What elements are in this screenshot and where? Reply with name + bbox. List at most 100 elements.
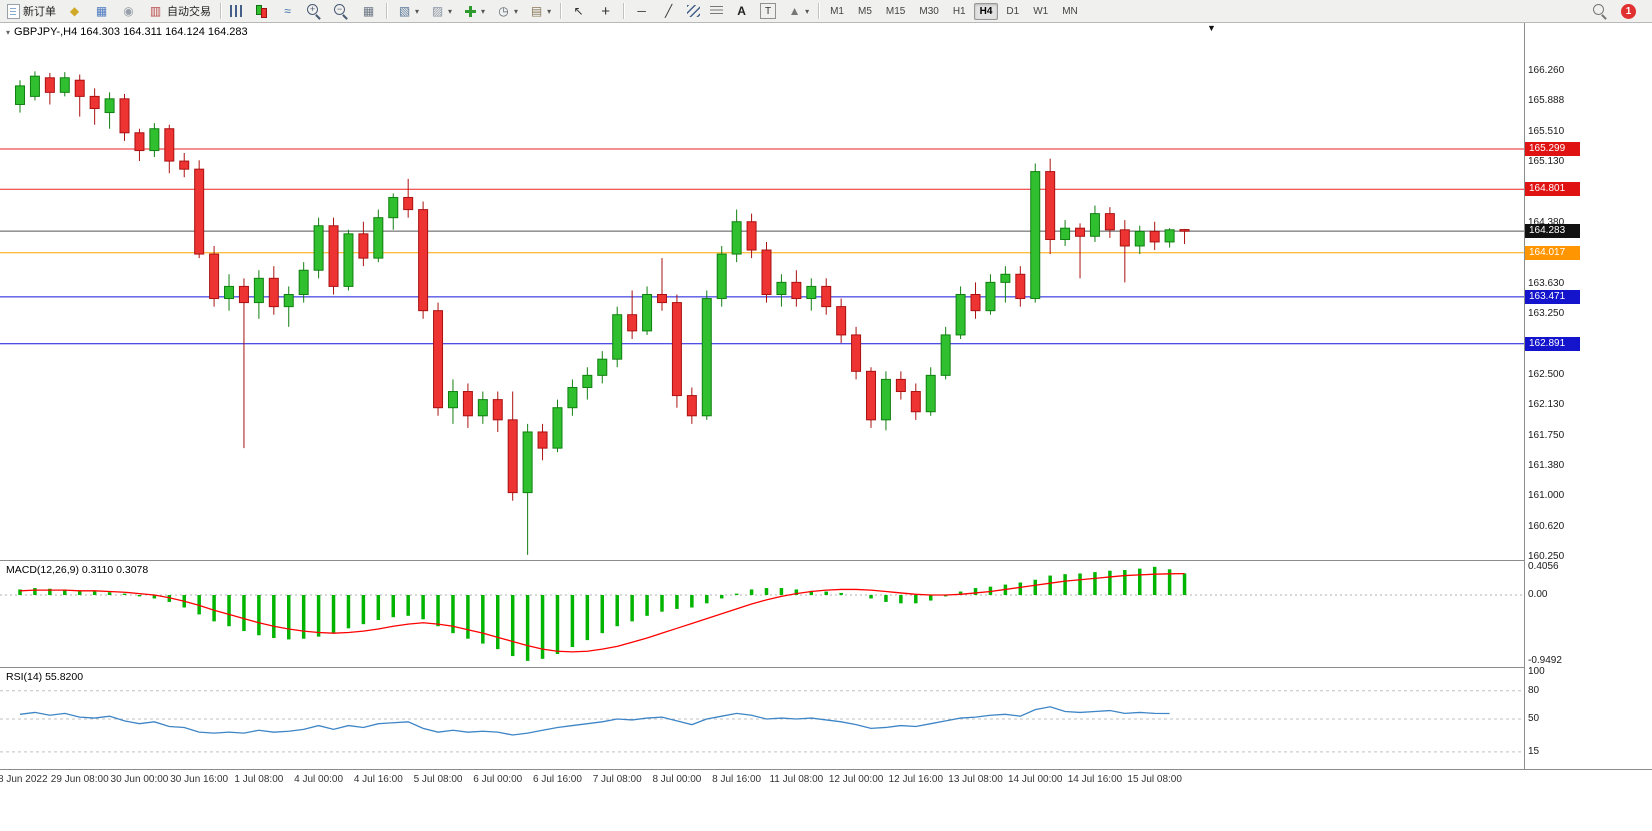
time-axis-label: 30 Jun 00:00 <box>110 774 169 785</box>
bear-candle <box>209 253 220 300</box>
chart-menu-icon[interactable] <box>6 28 10 37</box>
templates-button[interactable]: ▤ <box>524 0 555 22</box>
bull-candle <box>522 431 533 494</box>
periods-icon: ◷ <box>498 3 509 18</box>
support-line-2-price-badge[interactable]: 162.891 <box>1525 336 1580 351</box>
time-axis-label: 8 Jul 16:00 <box>712 774 762 785</box>
timeframe-h4-button[interactable]: H4 <box>973 2 999 20</box>
new-order-button[interactable]: 新订单 <box>3 0 60 22</box>
horizontal-line-button[interactable]: ─ <box>629 0 654 22</box>
bear-candle <box>179 160 190 170</box>
cursor-button[interactable]: ↖ <box>566 0 591 22</box>
pivot-line-price-badge[interactable]: 164.017 <box>1525 245 1580 260</box>
tile-windows-button[interactable]: ▦ <box>356 0 381 22</box>
macd-label: MACD(12,26,9) 0.3110 0.3078 <box>6 564 149 576</box>
zoom-in-icon <box>306 3 323 20</box>
rsi-panel-canvas[interactable] <box>0 668 1524 769</box>
bear-candle <box>895 378 906 393</box>
current-price-line-price-badge[interactable]: 164.283 <box>1525 224 1580 239</box>
bear-candle <box>433 310 444 409</box>
price-axis-label: 161.380 <box>1528 460 1565 472</box>
periods-button[interactable]: ◷ <box>491 0 522 22</box>
caret-down-icon <box>481 7 485 16</box>
bull-candle <box>283 293 294 308</box>
candlestick-mode-button[interactable] <box>249 0 273 22</box>
time-axis-label: 30 Jun 16:00 <box>170 774 229 785</box>
time-axis-label: 4 Jul 16:00 <box>353 774 403 785</box>
time-axis-label: 11 Jul 08:00 <box>769 774 824 785</box>
crosshair-button[interactable]: + <box>593 0 618 22</box>
rsi-axis-label: 15 <box>1528 745 1540 757</box>
toolbar: 新订单 ◆ ▦ ◉ ▥ 自动交易 ≈ ▦ ▧ ▨ ◷ ▤ ↖ + ─ ╱ AT ▲ M1 M5 M15 M30 H1 H4 D1… <box>0 0 1652 23</box>
text-icon: A <box>737 3 746 18</box>
price-axis[interactable]: 166.260165.888165.510165.130164.760164.3… <box>1525 22 1652 769</box>
resistance-line-1-price-badge[interactable]: 165.299 <box>1525 142 1580 157</box>
trendline-button[interactable]: ╱ <box>656 0 681 22</box>
shapes-button[interactable]: ▲ <box>782 0 813 22</box>
text-label-button[interactable]: T <box>756 0 780 22</box>
rsi-axis-label: 50 <box>1528 713 1540 724</box>
timeframe-w1-button[interactable]: W1 <box>1033 5 1049 17</box>
bull-candle <box>373 217 384 259</box>
bull-candle <box>552 407 563 449</box>
autotrading-button[interactable]: ▥ 自动交易 <box>143 0 215 22</box>
zoom-out-button[interactable] <box>329 0 354 22</box>
bar-chart-mode-button[interactable] <box>226 0 247 22</box>
bear-candle <box>328 225 339 287</box>
indicators-icon <box>462 3 479 20</box>
timeframe-m15-button[interactable]: M15 <box>885 5 906 17</box>
chart-shift-marker[interactable] <box>1207 23 1216 33</box>
community-button[interactable]: ◉ <box>116 0 141 22</box>
search-icon[interactable] <box>1592 3 1609 20</box>
timeframe-mn-button[interactable]: MN <box>1062 5 1078 17</box>
panel-separator-macd-rsi[interactable] <box>0 667 1652 668</box>
bear-candle <box>671 302 682 397</box>
time-axis-label: 8 Jul 00:00 <box>652 774 702 785</box>
timeframe-m1-button[interactable]: M1 <box>830 5 844 17</box>
profiles-button[interactable]: ▨ <box>425 0 456 22</box>
bear-candle <box>1179 229 1190 232</box>
bear-candle <box>1149 230 1160 243</box>
caret-down-icon <box>448 7 452 16</box>
bull-candle <box>1164 229 1175 243</box>
bear-candle <box>74 79 85 97</box>
bear-candle <box>268 277 279 308</box>
sound-alert-button[interactable]: ◆ <box>62 0 87 22</box>
time-axis-label: 13 Jul 08:00 <box>948 774 1003 785</box>
main-chart-canvas[interactable] <box>0 22 1524 560</box>
timeframe-d1-button[interactable]: D1 <box>1006 5 1020 17</box>
timeframe-m30-button[interactable]: M30 <box>919 5 939 17</box>
new-chart-button[interactable]: ▧ <box>392 0 423 22</box>
time-axis-label: 5 Jul 08:00 <box>413 774 463 785</box>
bear-candle <box>746 221 757 251</box>
caret-down-icon <box>805 7 809 16</box>
indicators-button[interactable] <box>458 0 489 22</box>
time-axis-label: 7 Jul 08:00 <box>592 774 642 785</box>
market-watch-button[interactable]: ▦ <box>89 0 114 22</box>
line-chart-mode-button[interactable]: ≈ <box>275 0 300 22</box>
timeframe-h1-button[interactable]: H1 <box>952 5 966 17</box>
macd-axis-label: 0.00 <box>1528 589 1548 600</box>
resistance-line-2-price-badge[interactable]: 164.801 <box>1525 182 1580 197</box>
equidistant-channel-button[interactable] <box>683 0 704 22</box>
bull-candle <box>1060 227 1071 241</box>
notification-badge[interactable]: 1 <box>1621 3 1636 19</box>
bear-candle <box>761 249 772 295</box>
support-line-1-price-badge[interactable]: 163.471 <box>1525 289 1580 304</box>
bear-candle <box>910 391 921 413</box>
price-axis-separator <box>1524 22 1525 769</box>
toolbar-separator <box>560 3 562 19</box>
zoom-in-button[interactable] <box>302 0 327 22</box>
rsi-axis-label: 80 <box>1528 684 1540 696</box>
bull-candle <box>701 298 712 417</box>
macd-panel-canvas[interactable] <box>0 561 1524 667</box>
timeframe-m5-button[interactable]: M5 <box>858 5 872 17</box>
bear-candle <box>537 431 548 449</box>
bear-candle <box>507 419 518 494</box>
text-button[interactable]: A <box>729 0 754 22</box>
bull-candle <box>567 386 578 409</box>
panel-separator-main-macd[interactable] <box>0 560 1652 561</box>
fibonacci-button[interactable] <box>706 0 727 22</box>
